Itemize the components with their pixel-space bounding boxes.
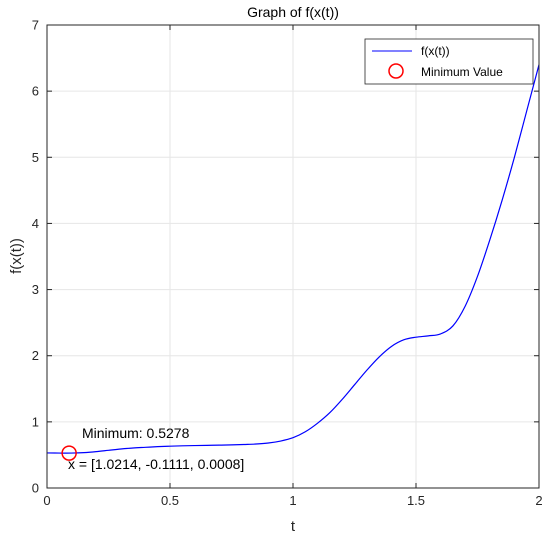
y-tick-label: 2 xyxy=(32,348,39,363)
x-tick-label: 1.5 xyxy=(407,493,425,508)
y-tick-label: 3 xyxy=(32,282,39,297)
ticks xyxy=(46,24,540,489)
x-axis-label: t xyxy=(291,518,296,535)
y-tick-label: 0 xyxy=(32,481,39,496)
x-tick-label: 1 xyxy=(289,493,296,508)
x-tick-label: 2 xyxy=(535,493,542,508)
legend-marker-swatch xyxy=(388,63,404,79)
y-tick-label: 6 xyxy=(32,84,39,99)
legend-box xyxy=(364,38,534,85)
min-value-annotation: Minimum: 0.5278 xyxy=(82,425,190,441)
x-tick-label: 0 xyxy=(43,493,50,508)
min-location-annotation: x = [1.0214, -0.1111, 0.0008] xyxy=(68,456,244,472)
legend-label-minimum: Minimum Value xyxy=(421,65,503,79)
y-tick-label: 4 xyxy=(32,216,39,231)
series-layer xyxy=(46,64,540,461)
tick-labels: 0 0.5 1 1.5 2 0 1 2 3 4 5 6 7 xyxy=(32,18,543,509)
y-tick-label: 5 xyxy=(32,150,39,165)
y-tick-label: 7 xyxy=(32,18,39,33)
series-line-f xyxy=(46,64,540,454)
y-tick-label: 1 xyxy=(32,414,39,429)
x-tick-label: 0.5 xyxy=(161,493,179,508)
y-axis-label: f(x(t)) xyxy=(8,238,25,274)
minimum-marker xyxy=(61,445,77,461)
legend-label-series: f(x(t)) xyxy=(421,44,450,58)
annotations: Minimum: 0.5278 x = [1.0214, -0.1111, 0.… xyxy=(68,425,244,472)
legend: f(x(t)) Minimum Value xyxy=(364,38,534,85)
chart-title: Graph of f(x(t)) xyxy=(247,4,339,20)
